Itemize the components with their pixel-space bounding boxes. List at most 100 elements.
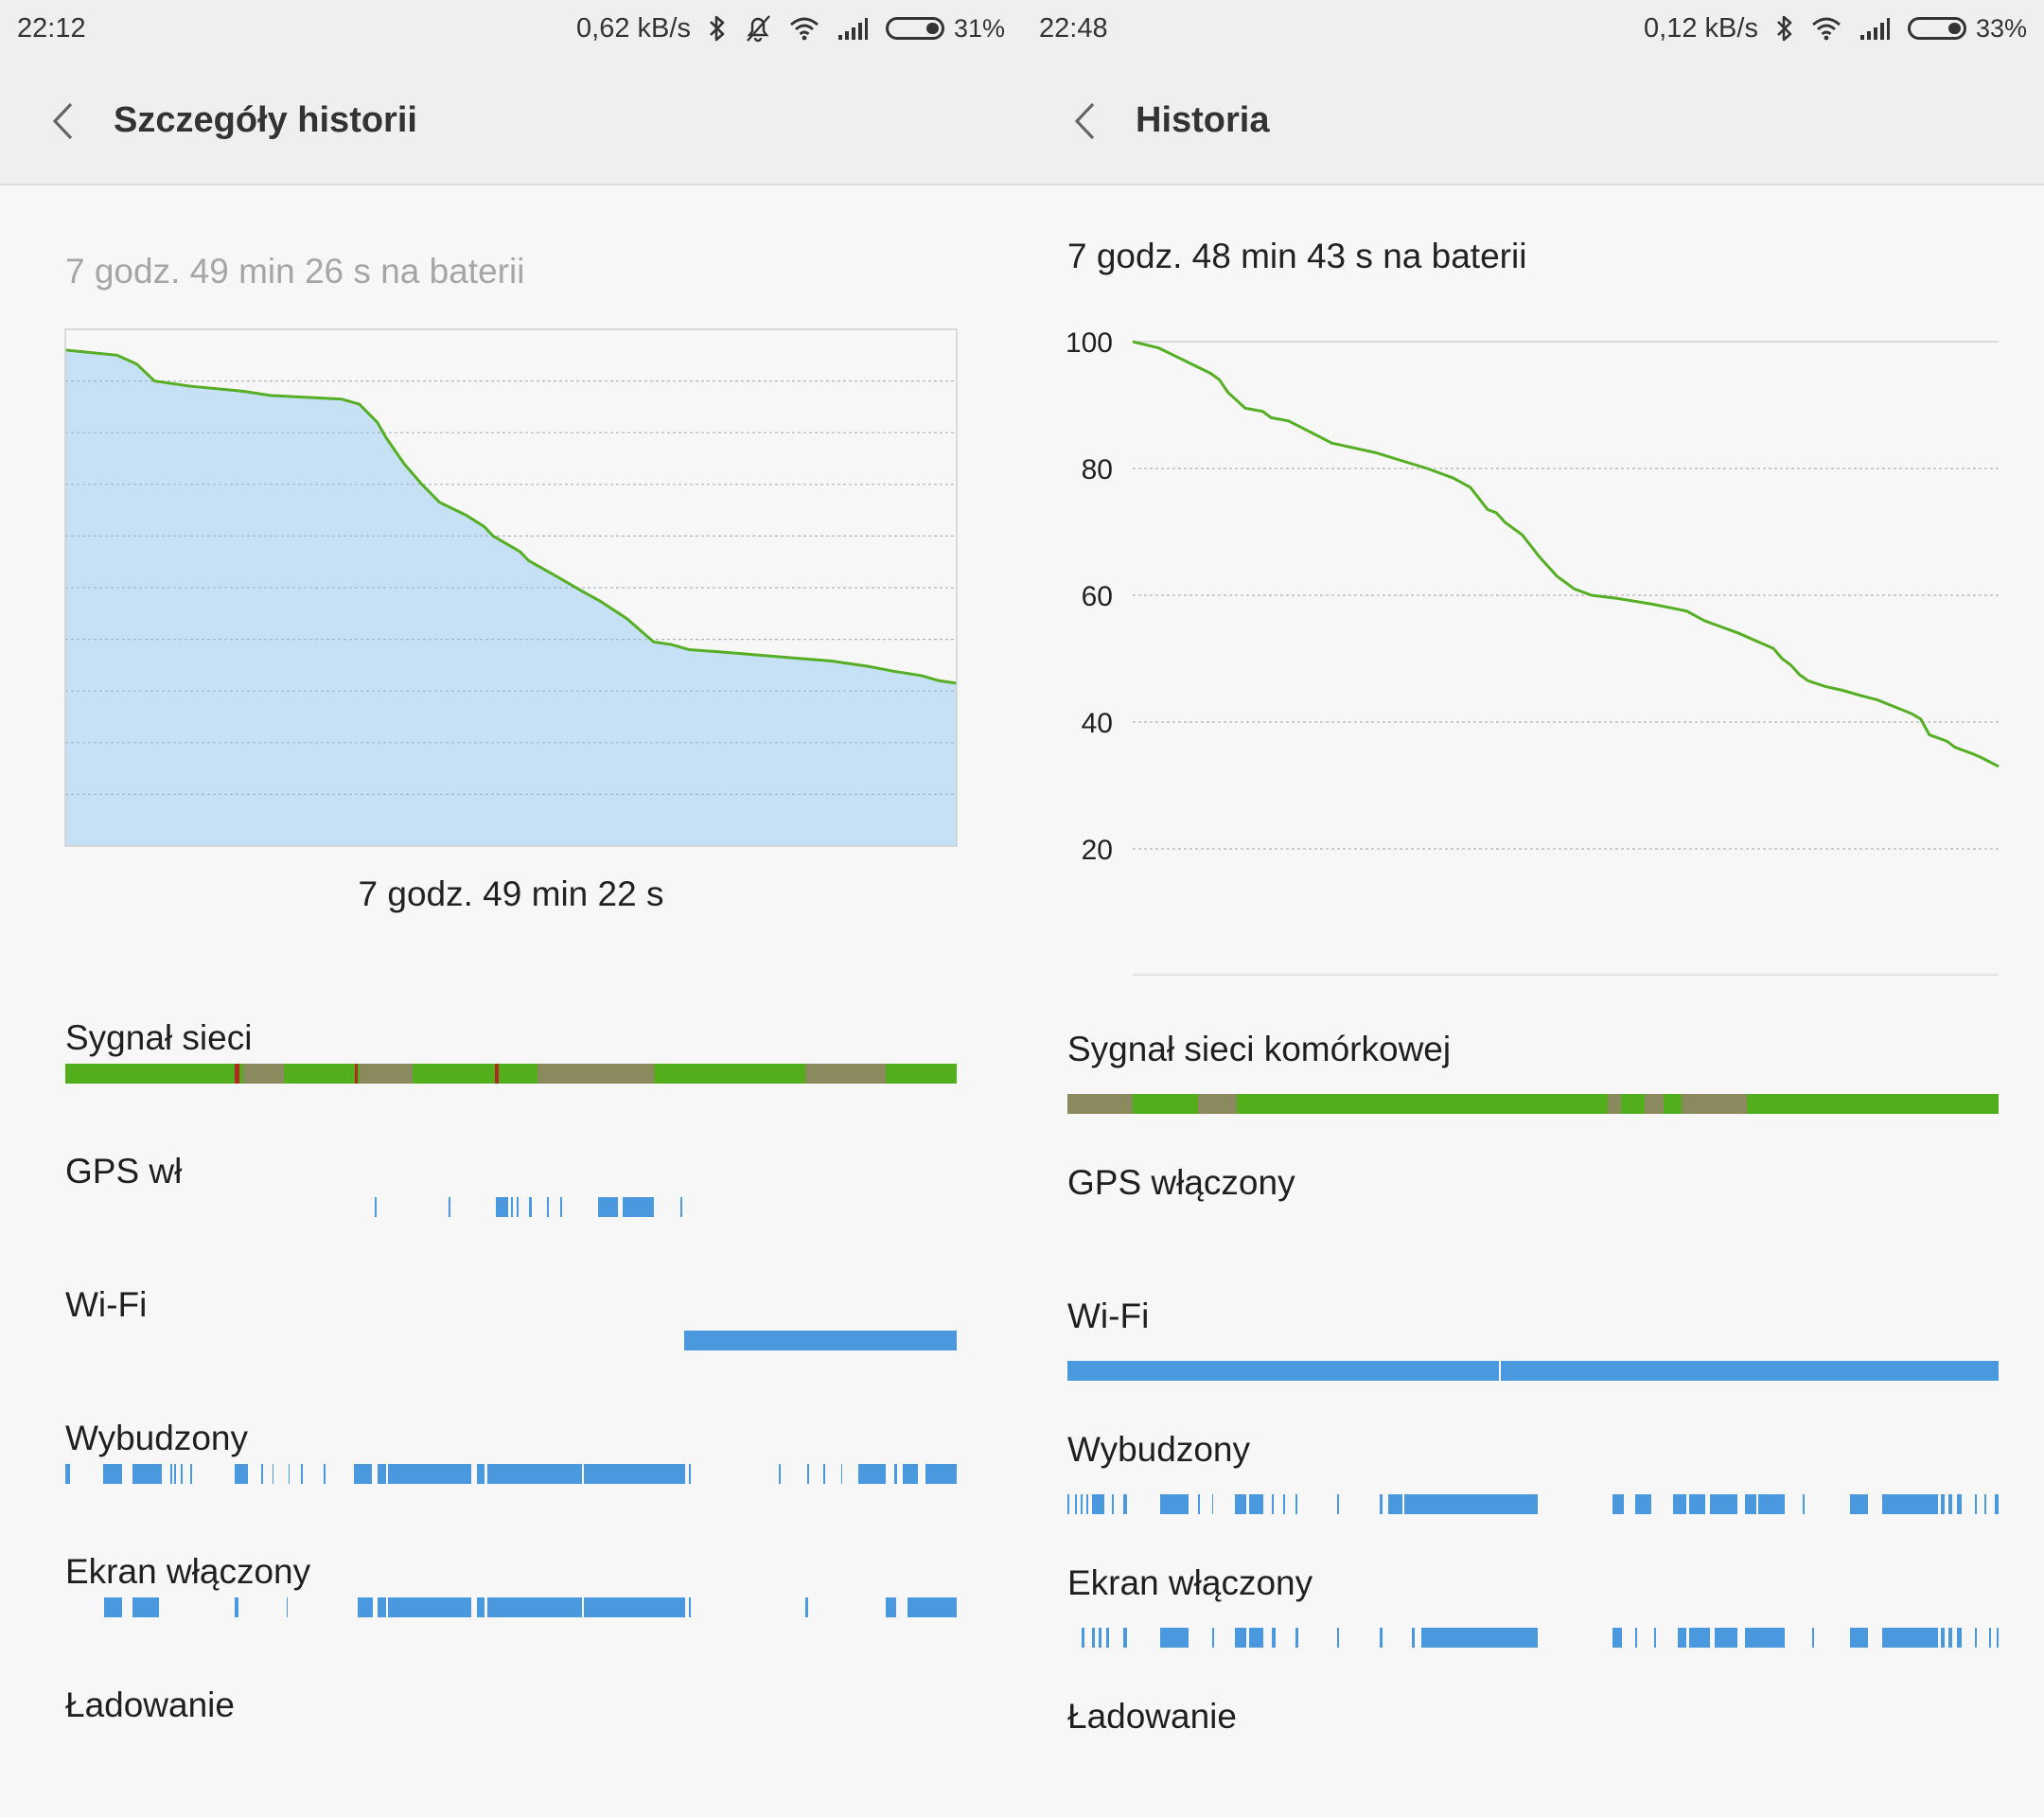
history-row-signal: Sygnał sieci komórkowej	[1022, 1030, 2044, 1163]
timeline-segment	[598, 1197, 619, 1217]
timeline-segment	[104, 1597, 123, 1617]
timeline-segment	[1197, 1494, 1200, 1514]
timeline-segment	[511, 1197, 513, 1217]
row-label: Wybudzony	[65, 1419, 248, 1457]
timeline-segment	[181, 1464, 184, 1484]
timeline-segment	[679, 1197, 682, 1217]
y-tick-label: 60	[1082, 581, 1113, 612]
timeline-segment	[1091, 1494, 1105, 1514]
timeline-segment	[1067, 1094, 1133, 1114]
timeline-segment	[189, 1464, 192, 1484]
timeline-segment	[1067, 1361, 1499, 1381]
timeline-segment	[357, 1597, 373, 1617]
timeline-segment	[1404, 1494, 1538, 1514]
history-row-screen: Ekran włączony	[1022, 1563, 2044, 1697]
timeline-segment	[1975, 1628, 1978, 1648]
row-label: GPS wł	[65, 1152, 183, 1191]
timeline-segment	[1393, 1494, 1403, 1514]
timeline-segment	[1248, 1628, 1263, 1648]
timeline-segment	[689, 1597, 692, 1617]
row-timeline	[1067, 1761, 1999, 1781]
timeline-segment	[778, 1464, 782, 1484]
timeline-segment	[355, 1064, 358, 1084]
timeline-segment	[1412, 1628, 1416, 1648]
wifi-icon	[1811, 16, 1841, 41]
timeline-segment	[359, 1064, 414, 1084]
timeline-segment	[840, 1464, 843, 1484]
battery-icon: 33%	[1907, 14, 2027, 44]
signal-icon	[837, 16, 869, 41]
row-timeline	[65, 1464, 957, 1484]
row-timeline	[1067, 1494, 1999, 1514]
timeline-segment	[1689, 1628, 1710, 1648]
timeline-segment	[1085, 1494, 1088, 1514]
timeline-segment	[1997, 1628, 1999, 1648]
timeline-segment	[622, 1197, 654, 1217]
signal-icon	[1859, 16, 1891, 41]
timeline-segment	[132, 1464, 162, 1484]
timeline-segment	[300, 1464, 303, 1484]
timeline-segment	[1677, 1628, 1687, 1648]
status-time: 22:12	[17, 13, 86, 44]
battery-icon: 31%	[885, 14, 1005, 44]
timeline-segment	[1379, 1494, 1383, 1514]
timeline-segment	[243, 1064, 284, 1084]
timeline-segment	[559, 1197, 562, 1217]
timeline-segment	[1947, 1494, 1952, 1514]
row-timeline	[1067, 1628, 1999, 1648]
back-button[interactable]	[1064, 97, 1105, 146]
history-row-screen: Ekran włączony	[0, 1552, 1022, 1685]
timeline-segment	[537, 1064, 654, 1084]
timeline-segment	[806, 1464, 809, 1484]
chevron-left-icon	[52, 102, 73, 140]
timeline-segment	[1295, 1494, 1298, 1514]
history-row-charging: Ładowanie	[0, 1685, 1022, 1817]
app-bar: Szczegóły historii	[0, 59, 1022, 185]
timeline-segment	[1248, 1494, 1263, 1514]
timeline-segment	[354, 1464, 373, 1484]
back-button[interactable]	[42, 97, 83, 146]
timeline-segment	[132, 1597, 159, 1617]
timeline-segment	[546, 1197, 549, 1217]
page-title: Szczegóły historii	[114, 100, 417, 140]
timeline-segment	[1956, 1628, 1962, 1648]
timeline-segment	[1067, 1094, 1999, 1114]
timeline-segment	[1106, 1628, 1110, 1648]
timeline-segment	[173, 1464, 176, 1484]
timeline-segment	[1160, 1628, 1189, 1648]
timeline-segment	[1745, 1628, 1785, 1648]
timeline-segment	[261, 1464, 264, 1484]
timeline-segment	[867, 1464, 886, 1484]
timeline-segment	[1500, 1361, 1999, 1381]
timeline-segment	[1718, 1494, 1738, 1514]
battery-level-chart: 100 80 60 40 20	[1066, 327, 2000, 976]
y-tick-label: 20	[1082, 835, 1113, 866]
timeline-segment	[1160, 1494, 1189, 1514]
status-bar: 22:48 0,12 kB/s 33%	[1022, 0, 2044, 59]
timeline-segment	[1272, 1494, 1275, 1514]
timeline-segment	[1235, 1628, 1246, 1648]
timeline-segment	[1989, 1628, 1992, 1648]
row-label: Wi-Fi	[65, 1285, 148, 1324]
timeline-segment	[495, 1197, 509, 1217]
timeline-segment	[894, 1464, 897, 1484]
timeline-segment	[1940, 1494, 1945, 1514]
timeline-segment	[449, 1197, 450, 1217]
timeline-segment	[486, 1464, 583, 1484]
timeline-segment	[1337, 1628, 1340, 1648]
wifi-icon	[789, 16, 819, 41]
timeline-segment	[1849, 1628, 1869, 1648]
row-label: Sygnał sieci komórkowej	[1067, 1030, 1452, 1068]
network-speed: 0,62 kB/s	[576, 12, 691, 44]
history-row-wifi: Wi-Fi	[1022, 1297, 2044, 1430]
timeline-segment	[1975, 1494, 1978, 1514]
timeline-segment	[1091, 1628, 1095, 1648]
timeline-segment	[822, 1464, 825, 1484]
timeline-segment	[1956, 1494, 1962, 1514]
status-bar: 22:12 0,62 kB/s 31%	[0, 0, 1022, 59]
y-tick-label: 100	[1066, 327, 1113, 359]
row-timeline	[65, 1597, 957, 1617]
chart-border	[64, 328, 958, 847]
row-timeline	[65, 1731, 957, 1751]
timeline-segment	[689, 1464, 692, 1484]
